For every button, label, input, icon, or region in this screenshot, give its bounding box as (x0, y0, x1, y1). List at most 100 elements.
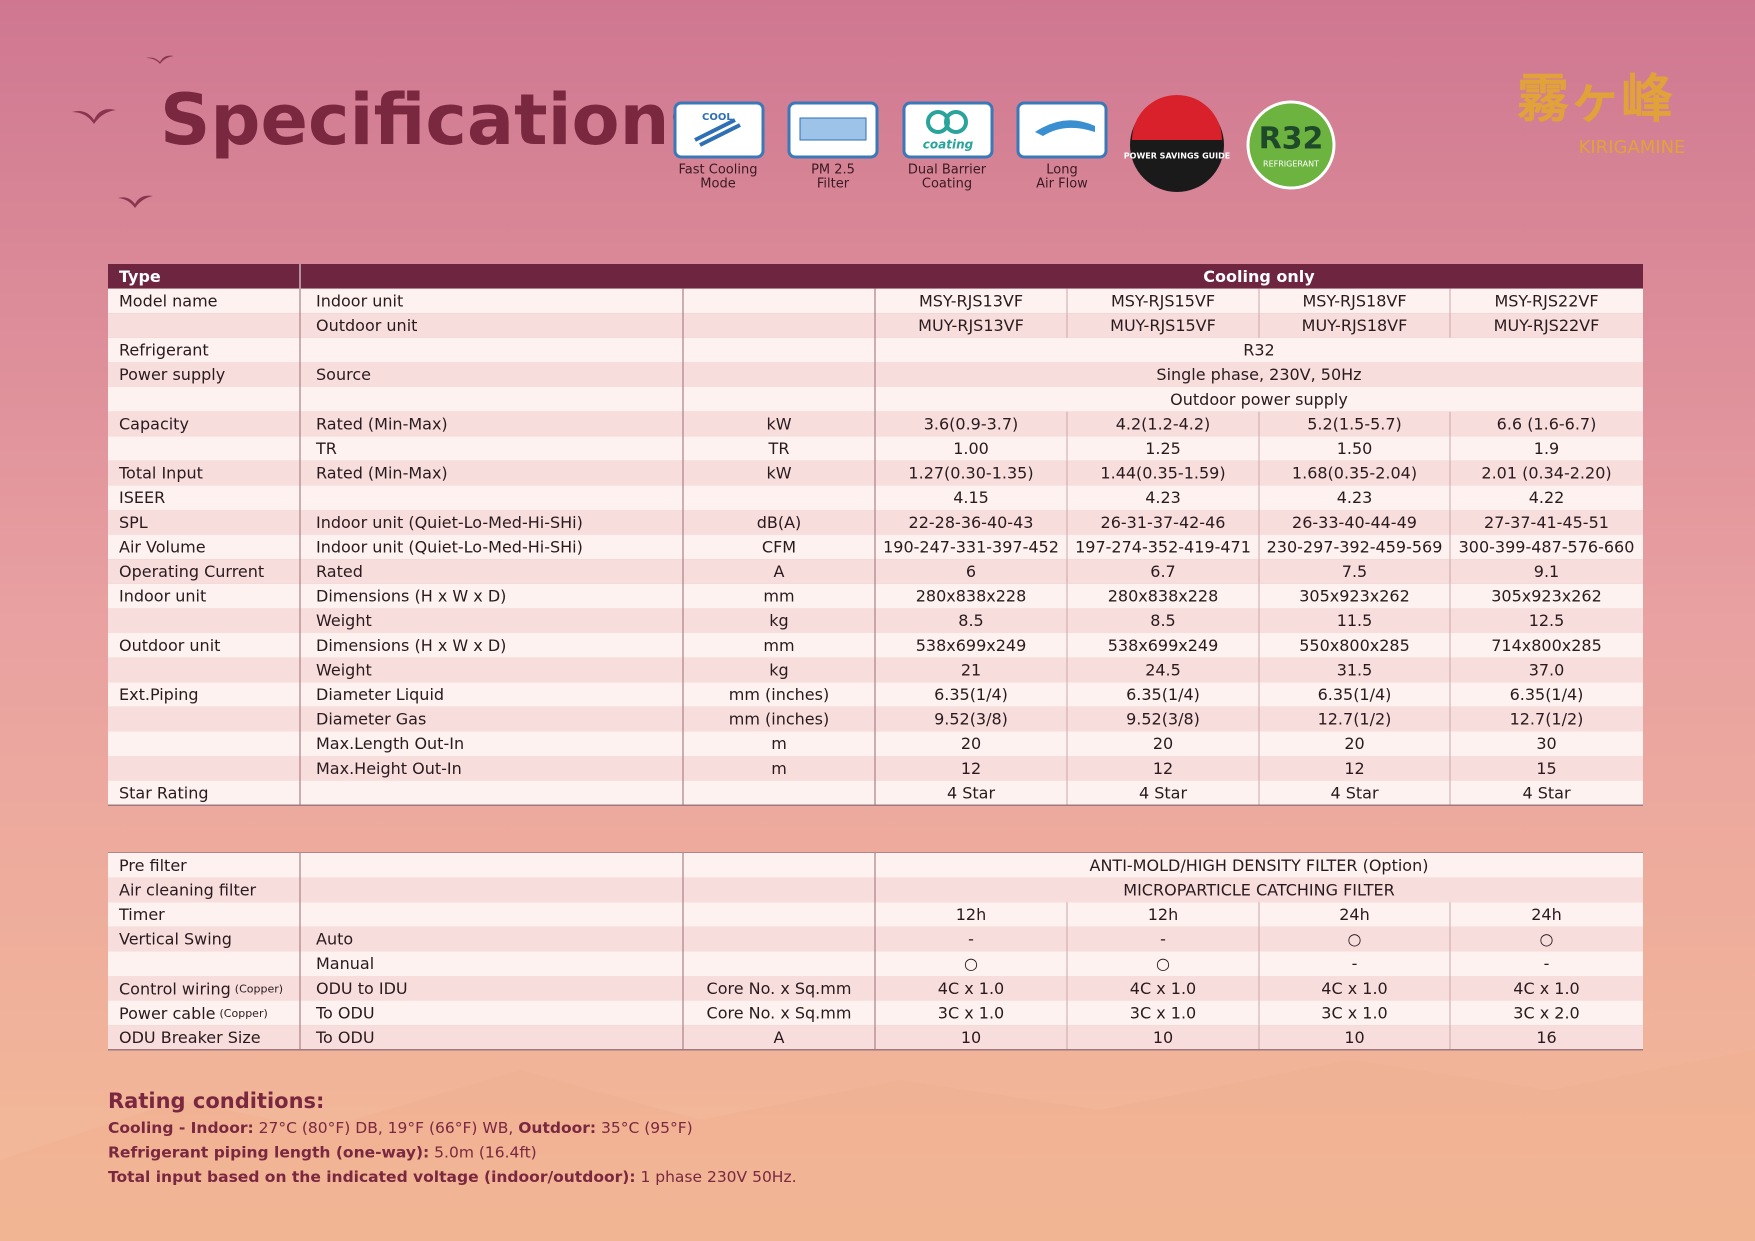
cell-text: 4C x 1.0 (1130, 979, 1196, 998)
cell-text: 190-247-331-397-452 (883, 537, 1059, 556)
cell-text: Pre filter (119, 856, 187, 875)
power-savings-badge: POWER SAVINGS GUIDE (1124, 95, 1230, 192)
cell-text: 3C x 1.0 (1321, 1003, 1387, 1022)
cell-text: Refrigerant (119, 341, 209, 360)
cell-text: m (771, 759, 787, 778)
cell-text: MSY-RJS18VF (1302, 291, 1406, 310)
cell-text: Auto (316, 930, 353, 949)
cell-text: 4.2(1.2-4.2) (1116, 414, 1211, 433)
cell-note: (Copper) (235, 982, 283, 995)
cell-text: Cooling only (1203, 267, 1315, 286)
cell-text: Power supply (119, 365, 225, 384)
cell-text: Air cleaning filter (119, 880, 257, 899)
cell-text: MUY-RJS22VF (1494, 316, 1600, 335)
cell-text: 305x923x262 (1299, 587, 1410, 606)
cell-text: 12h (956, 905, 987, 924)
cell-text: 4 Star (1522, 783, 1571, 802)
cell-text: 8.5 (1150, 611, 1175, 630)
cell-text: 280x838x228 (916, 587, 1027, 606)
cell-text: MSY-RJS13VF (919, 291, 1023, 310)
cell-text: To ODU (315, 1028, 375, 1047)
cell-text: 9.52(3/8) (934, 710, 1008, 729)
cell-text: 4C x 1.0 (1321, 979, 1387, 998)
cell-text: Indoor unit (Quiet-Lo-Med-Hi-SHi) (316, 513, 583, 532)
bird (146, 55, 174, 64)
cell-text: mm (inches) (729, 685, 829, 704)
cell-text: 12 (1153, 759, 1173, 778)
bird (72, 109, 116, 124)
cell-text: 31.5 (1337, 660, 1373, 679)
cell-text: 10 (1344, 1028, 1364, 1047)
cell-text: kg (769, 660, 788, 679)
cell-text: Type (119, 267, 161, 286)
cell-text: 4 Star (1330, 783, 1379, 802)
cell-text: 24h (1339, 905, 1370, 924)
cell-text: 4.23 (1145, 488, 1181, 507)
cell-text: 3C x 1.0 (1130, 1003, 1196, 1022)
cell-text: 10 (1153, 1028, 1173, 1047)
badge-caption: REFRIGERANT (1263, 160, 1319, 169)
cell-text: 20 (1153, 734, 1173, 753)
cell-text: 12h (1148, 905, 1179, 924)
cell-text: 4.23 (1337, 488, 1373, 507)
cell-text: Rated (Min-Max) (316, 464, 448, 483)
cell-text: ○ (1156, 954, 1170, 973)
cell-text: 8.5 (958, 611, 983, 630)
cell-text: 3C x 2.0 (1513, 1003, 1579, 1022)
cell-text: 538x699x249 (916, 636, 1027, 655)
cell-text: Max.Height Out-In (316, 759, 462, 778)
cell-text: Capacity (119, 414, 189, 433)
cell-text: 1.9 (1534, 439, 1559, 458)
cell-text: 230-297-392-459-569 (1267, 537, 1443, 556)
cell-text: Power cable (119, 1003, 216, 1022)
cell-text: 300-399-487-576-660 (1459, 537, 1635, 556)
cell-text: kW (766, 464, 791, 483)
cell-text: 16 (1536, 1028, 1556, 1047)
feature-label: Air Flow (1036, 177, 1088, 192)
cell-text: Timer (118, 905, 165, 924)
rating-line: Total input based on the indicated volta… (108, 1168, 797, 1186)
cell-text: Source (316, 365, 371, 384)
feature-label: Fast Cooling (679, 163, 758, 178)
refrigerant-badge: R32 REFRIGERANT (1246, 100, 1336, 190)
cell-text: Outdoor unit (119, 636, 220, 655)
title: Specifications (160, 79, 711, 161)
cell-text: Core No. x Sq.mm (707, 979, 852, 998)
cell-text: TR (315, 439, 337, 458)
cell-text: Rated (Min-Max) (316, 414, 448, 433)
cell-text: ODU Breaker Size (119, 1028, 261, 1047)
cell-text: Control wiring (119, 979, 231, 998)
cell-text: 305x923x262 (1491, 587, 1602, 606)
cell-text: Power cable (Copper) (119, 1003, 268, 1022)
mountains (0, 1050, 1755, 1241)
cell-text: 4.22 (1529, 488, 1565, 507)
cell-text: mm (763, 587, 794, 606)
logo-mark: 霧ヶ峰 (1517, 70, 1673, 130)
cell-text: 7.5 (1342, 562, 1367, 581)
cell-text: 4C x 1.0 (938, 979, 1004, 998)
cell-text: 12.7(1/2) (1318, 710, 1392, 729)
cell-text: 12.7(1/2) (1510, 710, 1584, 729)
cell-text: MUY-RJS13VF (918, 316, 1024, 335)
cell-text: Indoor unit (316, 291, 403, 310)
cell-text: Core No. x Sq.mm (707, 1003, 852, 1022)
cell-text: A (774, 1028, 785, 1047)
cell-text: 22-28-36-40-43 (909, 513, 1034, 532)
cell-text: 538x699x249 (1108, 636, 1219, 655)
cell-text: ○ (1348, 930, 1362, 949)
cell-text: - (1160, 930, 1166, 949)
cell-text: 26-31-37-42-46 (1101, 513, 1226, 532)
cell-text: - (1352, 954, 1358, 973)
cell-text: A (774, 562, 785, 581)
cell-text: 6.6 (1.6-6.7) (1497, 414, 1597, 433)
feature-icon (787, 101, 879, 159)
cell-text: Outdoor power supply (1170, 390, 1348, 409)
cell-text: Air Volume (119, 537, 206, 556)
cell-text: 6.35(1/4) (1318, 685, 1392, 704)
cell-text: 714x800x285 (1491, 636, 1602, 655)
cell-text: 12 (961, 759, 981, 778)
badge-name: R32 (1259, 122, 1324, 157)
cell-text: TR (768, 439, 790, 458)
cell-text: ODU to IDU (316, 979, 408, 998)
